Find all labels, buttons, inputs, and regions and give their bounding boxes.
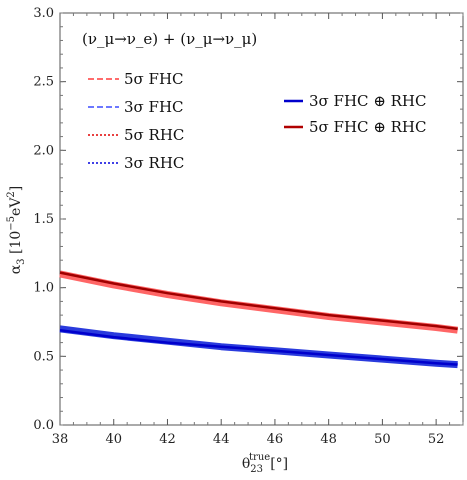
x-tick-label: 42: [159, 432, 176, 447]
axis-ticks: 38 40 42 44 46 48 50 52 0.0 0.5 1.0 1.5 2.0 2.5 3.0: [33, 6, 464, 447]
series-line: [59, 272, 458, 332]
y-axis-title: α3 [10−5eV2]: [6, 186, 27, 275]
annotation: (ν_μ→ν_e) + (ν_μ→ν_μ): [82, 30, 257, 48]
legend-label: 3σ FHC ⊕ RHC: [309, 92, 426, 110]
y-tick-label: 2.5: [33, 75, 54, 90]
y-tick-label: 2.0: [33, 143, 54, 158]
legend-label: 3σ FHC: [124, 98, 184, 116]
x-tick-label: 52: [428, 432, 445, 447]
y-tick-label: 0.5: [33, 349, 54, 364]
x-tick-label: 46: [267, 432, 284, 447]
series-line: [59, 271, 458, 331]
y-tick-label: 3.0: [33, 6, 54, 21]
legend-label: 5σ FHC ⊕ RHC: [309, 118, 426, 136]
series-line: [59, 328, 458, 366]
y-tick-label: 0.0: [33, 418, 54, 433]
legend-label: 3σ RHC: [124, 154, 184, 172]
x-tick-label: 40: [105, 432, 122, 447]
x-tick-label: 38: [52, 432, 69, 447]
x-tick-label: 48: [320, 432, 337, 447]
legend: 5σ FHC 3σ FHC 5σ RHC 3σ RHC 3σ FHC ⊕ RHC 5σ F…: [88, 70, 426, 172]
x-axis-title: θ23true[°]: [242, 452, 288, 475]
y-tick-label: 1.0: [33, 281, 54, 296]
series-layer: [59, 270, 459, 369]
legend-label: 5σ FHC: [124, 70, 184, 88]
legend-label: 5σ RHC: [124, 126, 184, 144]
x-tick-label: 50: [374, 432, 391, 447]
x-tick-label: 44: [213, 432, 230, 447]
y-tick-label: 1.5: [33, 212, 54, 227]
